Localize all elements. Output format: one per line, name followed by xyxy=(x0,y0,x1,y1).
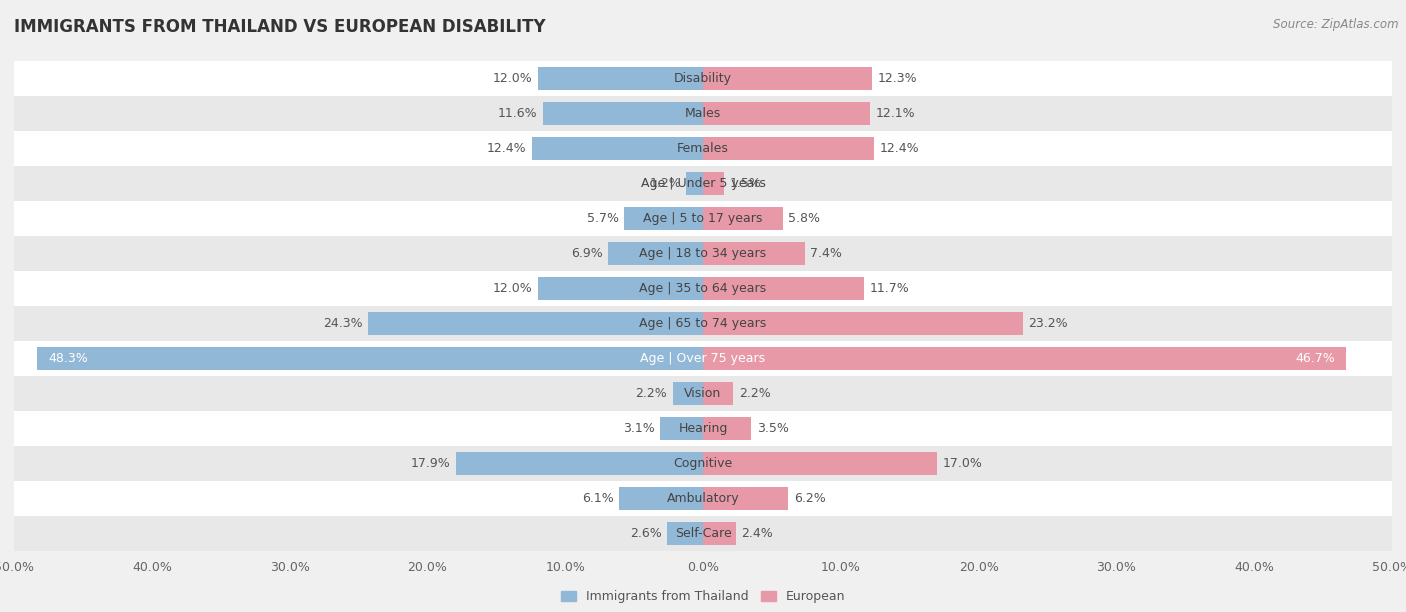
FancyBboxPatch shape xyxy=(14,411,1392,446)
Text: 2.4%: 2.4% xyxy=(741,527,773,540)
FancyBboxPatch shape xyxy=(14,131,1392,166)
Text: 12.4%: 12.4% xyxy=(879,142,920,155)
Text: 7.4%: 7.4% xyxy=(810,247,842,260)
Bar xyxy=(531,137,703,160)
Bar xyxy=(703,487,789,510)
Bar xyxy=(703,382,734,405)
Text: 24.3%: 24.3% xyxy=(323,317,363,330)
Text: 17.0%: 17.0% xyxy=(943,457,983,470)
Text: 46.7%: 46.7% xyxy=(1296,352,1336,365)
Text: Age | 65 to 74 years: Age | 65 to 74 years xyxy=(640,317,766,330)
Text: 6.1%: 6.1% xyxy=(582,492,613,505)
Text: 48.3%: 48.3% xyxy=(48,352,89,365)
Text: 12.0%: 12.0% xyxy=(492,72,531,85)
Bar xyxy=(703,452,938,475)
Text: 1.5%: 1.5% xyxy=(730,177,761,190)
FancyBboxPatch shape xyxy=(14,236,1392,271)
Bar xyxy=(607,242,703,265)
Text: 12.3%: 12.3% xyxy=(877,72,918,85)
Text: Age | Under 5 years: Age | Under 5 years xyxy=(641,177,765,190)
FancyBboxPatch shape xyxy=(14,306,1392,341)
Text: 5.8%: 5.8% xyxy=(789,212,821,225)
Bar xyxy=(703,137,875,160)
Bar xyxy=(703,417,751,440)
Legend: Immigrants from Thailand, European: Immigrants from Thailand, European xyxy=(561,591,845,603)
Text: Cognitive: Cognitive xyxy=(673,457,733,470)
Text: 5.7%: 5.7% xyxy=(586,212,619,225)
FancyBboxPatch shape xyxy=(14,376,1392,411)
Bar xyxy=(672,382,703,405)
Bar xyxy=(703,347,1347,370)
Text: Males: Males xyxy=(685,107,721,120)
Bar xyxy=(457,452,703,475)
Bar xyxy=(661,417,703,440)
Text: 6.9%: 6.9% xyxy=(571,247,602,260)
Bar xyxy=(686,172,703,195)
FancyBboxPatch shape xyxy=(14,61,1392,96)
Text: Females: Females xyxy=(678,142,728,155)
Bar xyxy=(668,522,703,545)
Text: Self-Care: Self-Care xyxy=(675,527,731,540)
FancyBboxPatch shape xyxy=(14,516,1392,551)
Text: 23.2%: 23.2% xyxy=(1028,317,1067,330)
Bar xyxy=(543,102,703,125)
Bar xyxy=(368,312,703,335)
Text: 3.5%: 3.5% xyxy=(756,422,789,435)
Text: 17.9%: 17.9% xyxy=(411,457,451,470)
Text: Age | 18 to 34 years: Age | 18 to 34 years xyxy=(640,247,766,260)
Text: Vision: Vision xyxy=(685,387,721,400)
Bar xyxy=(703,102,870,125)
FancyBboxPatch shape xyxy=(14,96,1392,131)
FancyBboxPatch shape xyxy=(14,271,1392,306)
Bar xyxy=(703,67,873,90)
FancyBboxPatch shape xyxy=(14,481,1392,516)
Text: 12.0%: 12.0% xyxy=(492,282,531,295)
Text: 2.2%: 2.2% xyxy=(636,387,668,400)
Text: 11.7%: 11.7% xyxy=(870,282,910,295)
Text: 1.2%: 1.2% xyxy=(650,177,681,190)
Text: 2.2%: 2.2% xyxy=(738,387,770,400)
Bar xyxy=(537,67,703,90)
Text: Ambulatory: Ambulatory xyxy=(666,492,740,505)
Text: 6.2%: 6.2% xyxy=(794,492,825,505)
Text: Age | Over 75 years: Age | Over 75 years xyxy=(641,352,765,365)
Bar xyxy=(703,522,737,545)
Bar xyxy=(703,277,865,300)
Text: Age | 35 to 64 years: Age | 35 to 64 years xyxy=(640,282,766,295)
Text: Hearing: Hearing xyxy=(678,422,728,435)
Text: IMMIGRANTS FROM THAILAND VS EUROPEAN DISABILITY: IMMIGRANTS FROM THAILAND VS EUROPEAN DIS… xyxy=(14,18,546,36)
Bar xyxy=(537,277,703,300)
Text: Source: ZipAtlas.com: Source: ZipAtlas.com xyxy=(1274,18,1399,31)
Bar xyxy=(703,172,724,195)
Bar xyxy=(703,312,1022,335)
Text: Age | 5 to 17 years: Age | 5 to 17 years xyxy=(644,212,762,225)
Bar xyxy=(619,487,703,510)
Bar xyxy=(38,347,703,370)
FancyBboxPatch shape xyxy=(14,341,1392,376)
FancyBboxPatch shape xyxy=(14,201,1392,236)
Text: 12.1%: 12.1% xyxy=(875,107,915,120)
Bar xyxy=(703,207,783,230)
Text: 2.6%: 2.6% xyxy=(630,527,662,540)
FancyBboxPatch shape xyxy=(14,166,1392,201)
Bar xyxy=(624,207,703,230)
Text: 3.1%: 3.1% xyxy=(623,422,655,435)
Bar xyxy=(703,242,806,265)
Text: Disability: Disability xyxy=(673,72,733,85)
Text: 11.6%: 11.6% xyxy=(498,107,537,120)
FancyBboxPatch shape xyxy=(14,446,1392,481)
Text: 12.4%: 12.4% xyxy=(486,142,527,155)
